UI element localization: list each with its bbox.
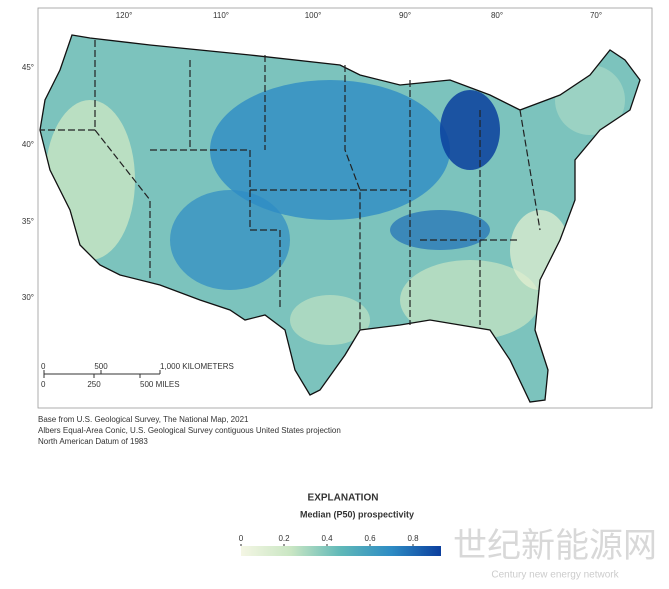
longitude-label: 80° — [491, 11, 503, 20]
latitude-label: 35° — [22, 217, 34, 226]
km-label: 0 — [41, 362, 46, 371]
watermark-title: 世纪新能源网 — [453, 526, 657, 566]
watermark-subtitle: Century new energy network — [491, 570, 619, 581]
scale-bar: 0 500 1,000 KILOMETERS 0 250 500 MILES — [41, 362, 234, 389]
credit-line: Base from U.S. Geological Survey, The Na… — [38, 415, 249, 424]
km-label: 500 — [94, 362, 108, 371]
credit-line: North American Datum of 1983 — [38, 437, 148, 446]
legend-tick-label: 0.4 — [321, 534, 333, 543]
credits: Base from U.S. Geological Survey, The Na… — [38, 415, 341, 446]
longitude-label: 110° — [213, 11, 229, 20]
longitude-label: 90° — [399, 11, 411, 20]
mile-label: 250 — [87, 380, 101, 389]
km-label: 1,000 KILOMETERS — [160, 362, 234, 371]
legend-title: EXPLANATION — [308, 493, 379, 504]
longitude-label: 70° — [590, 11, 602, 20]
legend-tick-label: 0.2 — [278, 534, 290, 543]
latitude-labels: 45° 40° 35° 30° — [22, 63, 34, 302]
latitude-label: 45° — [22, 63, 34, 72]
longitude-label: 100° — [305, 11, 322, 20]
mile-label: 0 — [41, 380, 46, 389]
latitude-label: 40° — [22, 140, 34, 149]
latitude-label: 30° — [22, 293, 34, 302]
longitude-label: 120° — [116, 11, 133, 20]
legend-tick-label: 0.8 — [407, 534, 419, 543]
longitude-labels: 120° 110° 100° 90° 80° 70° — [116, 11, 602, 20]
legend-tick-label: 0.6 — [364, 534, 376, 543]
color-bar — [241, 546, 441, 556]
state-borders — [40, 40, 541, 330]
legend: EXPLANATION Median (P50) prospectivity 0… — [239, 493, 441, 556]
legend-subtitle: Median (P50) prospectivity — [300, 509, 414, 519]
map-frame — [37, 7, 653, 409]
legend-tick-label: 0 — [239, 534, 244, 543]
credit-line: Albers Equal-Area Conic, U.S. Geological… — [38, 426, 341, 435]
mile-label: 500 MILES — [140, 380, 180, 389]
